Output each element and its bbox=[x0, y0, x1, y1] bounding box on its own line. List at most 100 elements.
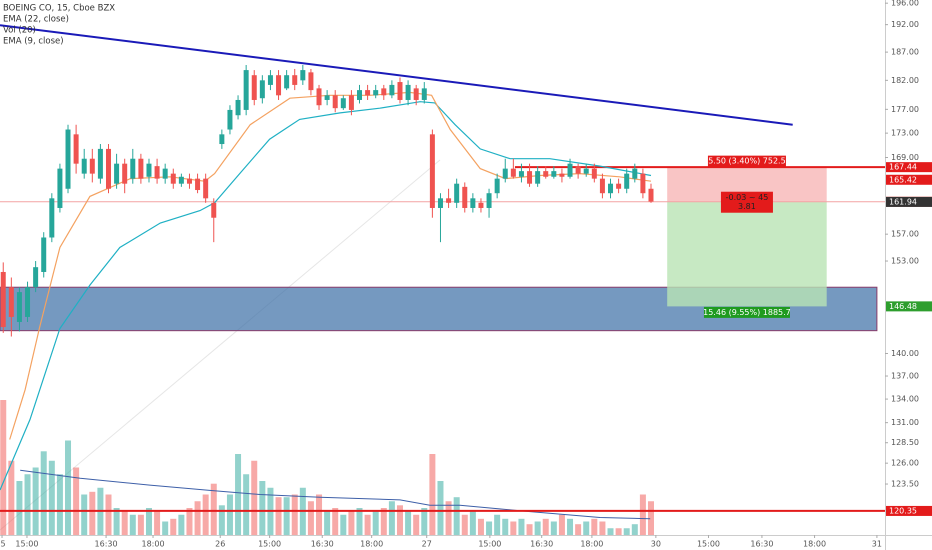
volume-bar bbox=[291, 494, 298, 535]
volume-bar bbox=[56, 474, 63, 535]
volume-bar bbox=[316, 494, 323, 535]
candle-body bbox=[567, 163, 573, 177]
volume-bar bbox=[477, 518, 484, 535]
legend: BOEING CO, 15, Cboe BZX EMA (22, close) … bbox=[3, 4, 115, 47]
volume-bar bbox=[332, 508, 339, 535]
candle-body bbox=[348, 95, 354, 110]
volume-bar bbox=[145, 508, 152, 535]
candle-body bbox=[332, 95, 338, 109]
volume-bar bbox=[73, 467, 80, 535]
candle-body bbox=[616, 183, 622, 189]
candle-body bbox=[33, 267, 39, 288]
candle-body bbox=[365, 90, 371, 96]
volume-bar bbox=[324, 510, 331, 535]
volume-bar bbox=[32, 467, 39, 535]
candle-body bbox=[437, 198, 443, 208]
volume-bar bbox=[607, 528, 614, 535]
candle-body bbox=[186, 178, 192, 184]
candle-body bbox=[146, 163, 152, 177]
candle-body bbox=[8, 287, 14, 317]
candle-body bbox=[49, 198, 55, 238]
volume-bar bbox=[437, 481, 444, 535]
candle-body bbox=[510, 168, 516, 177]
target-label-bg bbox=[703, 306, 790, 318]
volume-bar bbox=[243, 474, 250, 535]
candle-body bbox=[389, 84, 395, 96]
volume-bar bbox=[170, 518, 177, 535]
price-label: 167.44 bbox=[889, 163, 917, 172]
candle-body bbox=[57, 168, 63, 208]
candle-body bbox=[575, 166, 581, 174]
stop-label-bg bbox=[707, 155, 786, 167]
entry-label: -0.03 ~ 45 bbox=[726, 193, 769, 202]
candle-body bbox=[276, 75, 282, 96]
candle-body bbox=[478, 202, 484, 208]
candle-body bbox=[16, 292, 22, 322]
x-tick-label: 27 bbox=[422, 540, 432, 549]
candle-body bbox=[648, 188, 654, 202]
y-tick-label: 187.00 bbox=[891, 48, 919, 57]
candle-body bbox=[591, 168, 597, 179]
candle-body bbox=[211, 202, 217, 218]
candle-body bbox=[381, 88, 387, 96]
candle-body bbox=[97, 148, 103, 179]
volume-bar bbox=[469, 510, 476, 535]
volume-bar bbox=[129, 514, 136, 535]
candle-body bbox=[105, 148, 111, 189]
ema-line bbox=[9, 91, 652, 440]
volume-bar bbox=[453, 497, 460, 535]
x-tick-label: 5 bbox=[0, 540, 5, 549]
volume-bar bbox=[89, 491, 96, 535]
volume-bar bbox=[429, 454, 436, 535]
price-label-bg bbox=[886, 196, 932, 207]
volume-bar bbox=[81, 494, 88, 535]
volume-bar bbox=[178, 514, 185, 535]
ema-line bbox=[0, 101, 652, 491]
y-tick-label: 137.00 bbox=[891, 372, 919, 381]
price-label-bg bbox=[886, 505, 932, 516]
volume-bar bbox=[518, 518, 525, 535]
price-label: 161.94 bbox=[889, 197, 917, 206]
volume-bar bbox=[405, 510, 412, 535]
candle-body bbox=[259, 80, 265, 99]
volume-bar bbox=[542, 518, 549, 535]
y-tick-label: 134.00 bbox=[891, 395, 919, 404]
candle-body bbox=[114, 163, 120, 184]
candle-body bbox=[624, 173, 630, 189]
target-label: 15.46 (9.55%) 1885.7 bbox=[703, 308, 791, 317]
candle-body bbox=[162, 168, 168, 179]
volume-bar bbox=[16, 481, 23, 535]
candle-body bbox=[559, 173, 565, 177]
candle-body bbox=[284, 75, 290, 89]
volume-bar bbox=[307, 501, 314, 535]
candle-body bbox=[89, 158, 95, 174]
candle-body bbox=[340, 98, 346, 109]
volume-bar bbox=[396, 505, 403, 535]
candle-body bbox=[446, 198, 452, 203]
x-tick-label: 18:00 bbox=[360, 540, 383, 549]
candle-body bbox=[324, 95, 330, 100]
volume-bar bbox=[121, 510, 128, 535]
y-tick-label: 192.00 bbox=[891, 20, 919, 29]
candle-body bbox=[41, 237, 47, 272]
volume-bar bbox=[283, 497, 290, 535]
y-tick-label: 153.00 bbox=[891, 257, 919, 266]
volume-bar bbox=[510, 521, 517, 535]
volume-bar bbox=[40, 451, 47, 535]
candle-body bbox=[130, 158, 136, 179]
candle-body bbox=[357, 90, 363, 100]
volume-bar bbox=[591, 518, 598, 535]
volume-bar bbox=[210, 483, 217, 535]
candle-body bbox=[429, 134, 435, 208]
legend-entry: EMA (22, close) bbox=[3, 15, 69, 25]
candle-body bbox=[494, 178, 500, 194]
x-tick-label: 26 bbox=[215, 540, 225, 549]
volume-bar bbox=[105, 494, 112, 535]
volume-bar bbox=[194, 501, 201, 535]
candle-body bbox=[292, 75, 298, 85]
volume-bar bbox=[364, 514, 371, 535]
candle-body bbox=[608, 183, 614, 194]
candle-body bbox=[535, 171, 541, 184]
candle-body bbox=[0, 271, 6, 328]
volume-bar bbox=[218, 505, 225, 535]
